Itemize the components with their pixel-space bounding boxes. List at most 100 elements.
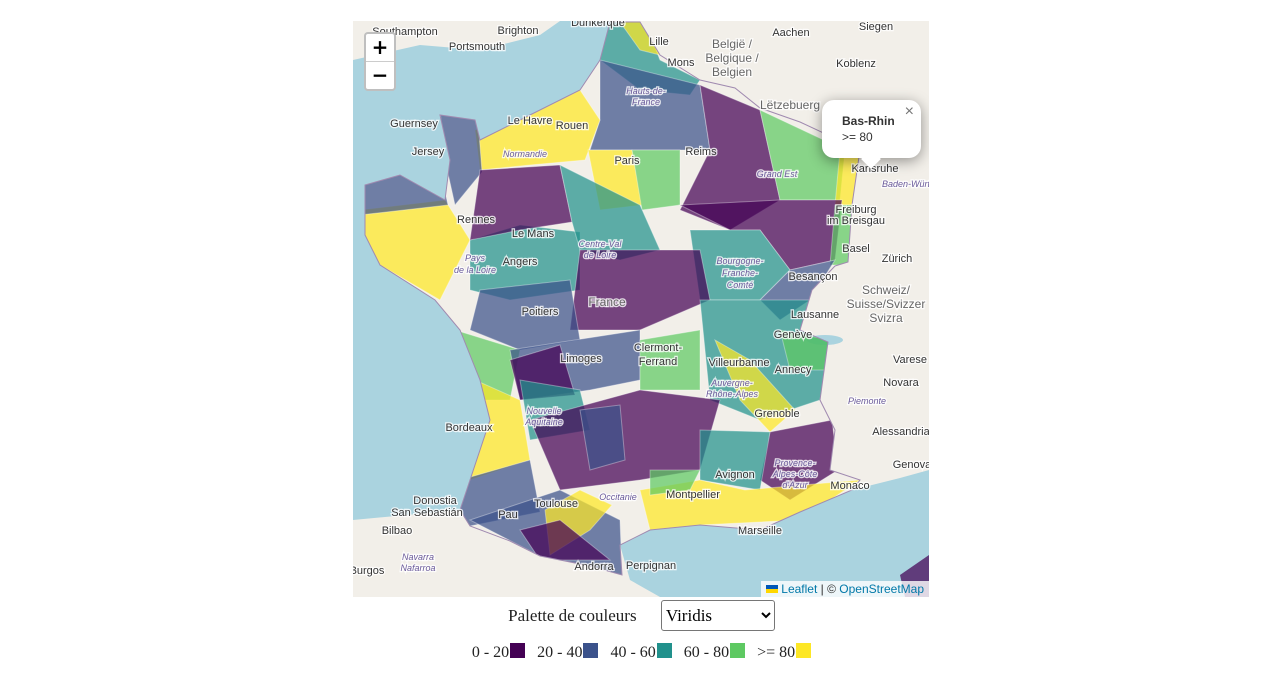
place-label: Hauts-de- xyxy=(626,86,666,96)
attribution: Leaflet | © OpenStreetMap xyxy=(761,581,929,597)
flag-icon xyxy=(766,585,779,593)
place-label: Jersey xyxy=(412,146,445,158)
department xyxy=(469,164,573,241)
place-label: Villeurbanne xyxy=(709,357,770,369)
place-label: Bordeaux xyxy=(445,422,493,434)
popup-value: >= 80 xyxy=(842,130,873,144)
zoom-out[interactable]: − xyxy=(366,61,394,89)
place-label: Lausanne xyxy=(791,309,839,321)
legend: 0 - 20 20 - 40 40 - 60 60 - 80 >= 80 xyxy=(0,643,1283,662)
popup-title: Bas-Rhin xyxy=(842,114,895,128)
mediterranean xyxy=(620,470,929,597)
place-label: de Loire xyxy=(584,250,617,260)
palette-label: Palette de couleurs xyxy=(508,605,637,625)
department xyxy=(649,469,701,496)
place-label: Burgos xyxy=(353,565,385,577)
place-label: Bourgogne- xyxy=(716,256,763,266)
place-label: Nouvelle xyxy=(526,406,561,416)
place-label: Perpignan xyxy=(626,560,676,572)
department xyxy=(639,329,701,391)
place-label: Comté xyxy=(727,280,754,290)
place-label: Genova xyxy=(893,459,929,471)
legend-item: 40 - 60 xyxy=(610,643,672,662)
place-label: Svizra xyxy=(869,311,903,325)
place-label: Guernsey xyxy=(390,118,438,130)
map[interactable]: Dunkerque Southampton Brighton Portsmouth Li… xyxy=(353,21,929,597)
place-label: Zürich xyxy=(882,253,913,265)
place-label: Grenoble xyxy=(754,408,799,420)
place-label: Ferrand xyxy=(639,356,678,368)
place-label: Basel xyxy=(842,243,870,255)
place-label: Paris xyxy=(614,155,640,167)
place-label: Suisse/Svizzer xyxy=(847,297,926,311)
legend-swatch xyxy=(796,643,812,658)
palette-select[interactable]: Viridis xyxy=(660,600,775,631)
place-label: Navarra xyxy=(402,552,434,562)
departments xyxy=(365,22,860,575)
zoom-in[interactable]: + xyxy=(371,35,389,59)
place-label: Mons xyxy=(668,57,695,69)
place-label: Clermont- xyxy=(634,342,683,354)
place-label: Poitiers xyxy=(522,306,559,318)
place-label: Le Havre xyxy=(508,115,553,127)
place-label: Montpellier xyxy=(666,489,720,501)
department xyxy=(713,338,796,433)
legend-swatch xyxy=(656,643,672,658)
legend-label: 40 - 60 xyxy=(610,644,656,661)
place-label: Siegen xyxy=(859,21,893,33)
place-label: Centre-Val xyxy=(579,239,623,249)
zoom-control: + − xyxy=(364,32,396,91)
place-label: Bilbao xyxy=(382,525,413,537)
legend-item: 0 - 20 xyxy=(471,643,526,662)
legend-label: >= 80 xyxy=(757,644,796,661)
place-label: im Breisgau xyxy=(827,215,885,227)
legend-swatch xyxy=(583,643,599,658)
place-label: Schweiz/ xyxy=(862,283,911,297)
place-label: Belgien xyxy=(712,65,752,79)
legend-swatch xyxy=(730,643,746,658)
place-label: Franche- xyxy=(722,268,758,278)
place-label: Alessandria xyxy=(872,426,929,438)
legend-item: 20 - 40 xyxy=(537,643,599,662)
place-label: Pays xyxy=(465,253,486,263)
place-label: Grand Est xyxy=(757,169,798,179)
place-label: France xyxy=(632,97,660,107)
place-label: Auvergne- xyxy=(710,378,753,388)
department xyxy=(519,519,612,561)
place-label: Piemonte xyxy=(848,396,886,406)
place-label: Donostia xyxy=(413,495,457,507)
place-label: de la Loire xyxy=(454,265,496,275)
place-label: Occitanie xyxy=(599,492,637,502)
place-label: Rhône-Alpes xyxy=(706,389,759,399)
place-label: Baden-Würt xyxy=(882,179,929,189)
popup-close[interactable]: × xyxy=(904,103,914,120)
place-label: Annecy xyxy=(775,364,812,376)
place-label: Dunkerque xyxy=(571,21,625,29)
place-label: Lille xyxy=(649,36,669,48)
place-label: Reims xyxy=(685,146,717,158)
palette-row: Palette de couleurs Viridis xyxy=(0,600,1283,631)
leaflet-link[interactable]: Leaflet xyxy=(781,582,818,596)
place-label: Rennes xyxy=(457,214,495,226)
legend-label: 20 - 40 xyxy=(537,644,583,661)
place-label: Belgique / xyxy=(705,51,759,65)
place-label: Varese xyxy=(893,354,927,366)
department xyxy=(699,429,771,491)
place-label: Limoges xyxy=(560,353,602,365)
place-label: San Sebastián xyxy=(391,507,463,519)
place-label: Brighton xyxy=(498,25,539,37)
place-label: Normandie xyxy=(503,149,547,159)
place-label: Karlsruhe xyxy=(851,163,898,175)
place-label: Toulouse xyxy=(534,498,578,510)
place-label: Aquitaine xyxy=(524,417,563,427)
popup: Bas-Rhin >= 80 × xyxy=(822,100,921,169)
place-label: Koblenz xyxy=(836,58,876,70)
place-label: Rouen xyxy=(556,120,588,132)
legend-label: 0 - 20 xyxy=(471,644,510,661)
place-label: Andorra xyxy=(574,561,614,573)
place-label: Monaco xyxy=(830,480,869,492)
osm-link[interactable]: OpenStreetMap xyxy=(839,582,924,596)
place-label: Genève xyxy=(774,329,813,341)
